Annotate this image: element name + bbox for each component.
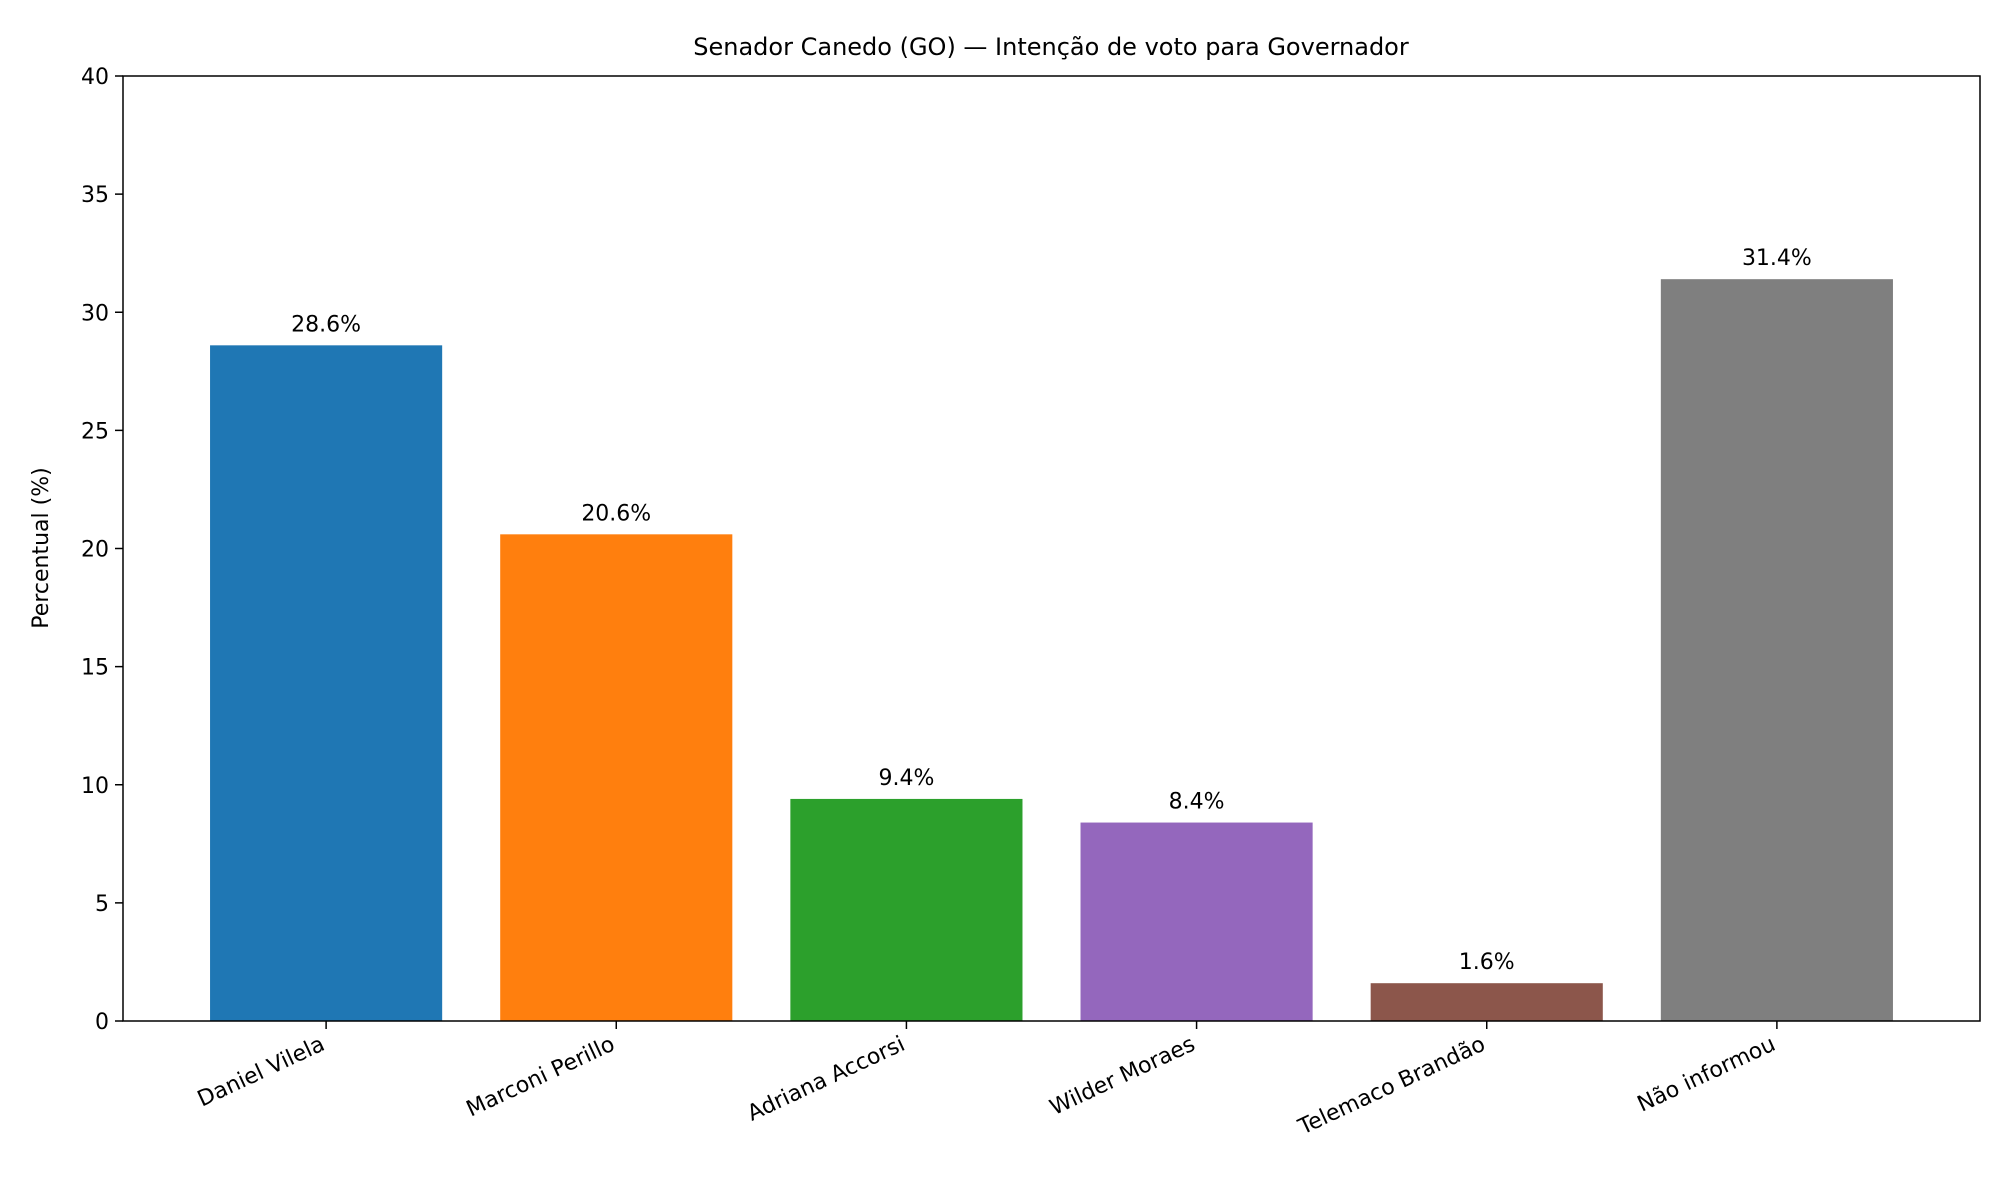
bar	[1080, 822, 1313, 1021]
bar	[790, 798, 1023, 1021]
bar-value-label: 31.4%	[1742, 246, 1812, 271]
bar	[210, 345, 443, 1021]
chart-title: Senador Canedo (GO) — Intenção de voto p…	[693, 33, 1409, 61]
x-tick-label: Daniel Vilela	[194, 1032, 329, 1113]
bar-value-label: 9.4%	[878, 766, 934, 791]
x-tick-label: Marconi Perillo	[463, 1032, 619, 1122]
y-tick-label: 35	[81, 183, 109, 208]
bar	[1370, 983, 1603, 1021]
bar-value-label: 20.6%	[581, 501, 651, 526]
x-tick-label: Adriana Accorsi	[744, 1032, 909, 1127]
y-tick-label: 10	[81, 774, 109, 799]
bar-value-label: 8.4%	[1169, 790, 1225, 815]
plot-frame	[122, 75, 1981, 1022]
y-tick-label: 20	[81, 538, 109, 563]
y-tick-label: 25	[81, 419, 109, 444]
y-tick-label: 0	[95, 1010, 109, 1035]
bar-value-label: 1.6%	[1459, 950, 1515, 975]
y-tick-label: 15	[81, 656, 109, 681]
y-axis-label: Percentual (%)	[29, 467, 54, 628]
y-tick-label: 30	[81, 301, 109, 326]
bar	[1660, 279, 1893, 1021]
x-tick-label: Não informou	[1634, 1032, 1780, 1118]
bar-value-label: 28.6%	[291, 312, 361, 337]
y-tick-label: 40	[81, 65, 109, 90]
y-tick-label: 5	[95, 892, 109, 917]
x-tick-label: Telemaco Brandão	[1294, 1032, 1489, 1141]
bar	[500, 534, 733, 1021]
x-tick-label: Wilder Moraes	[1046, 1032, 1199, 1121]
